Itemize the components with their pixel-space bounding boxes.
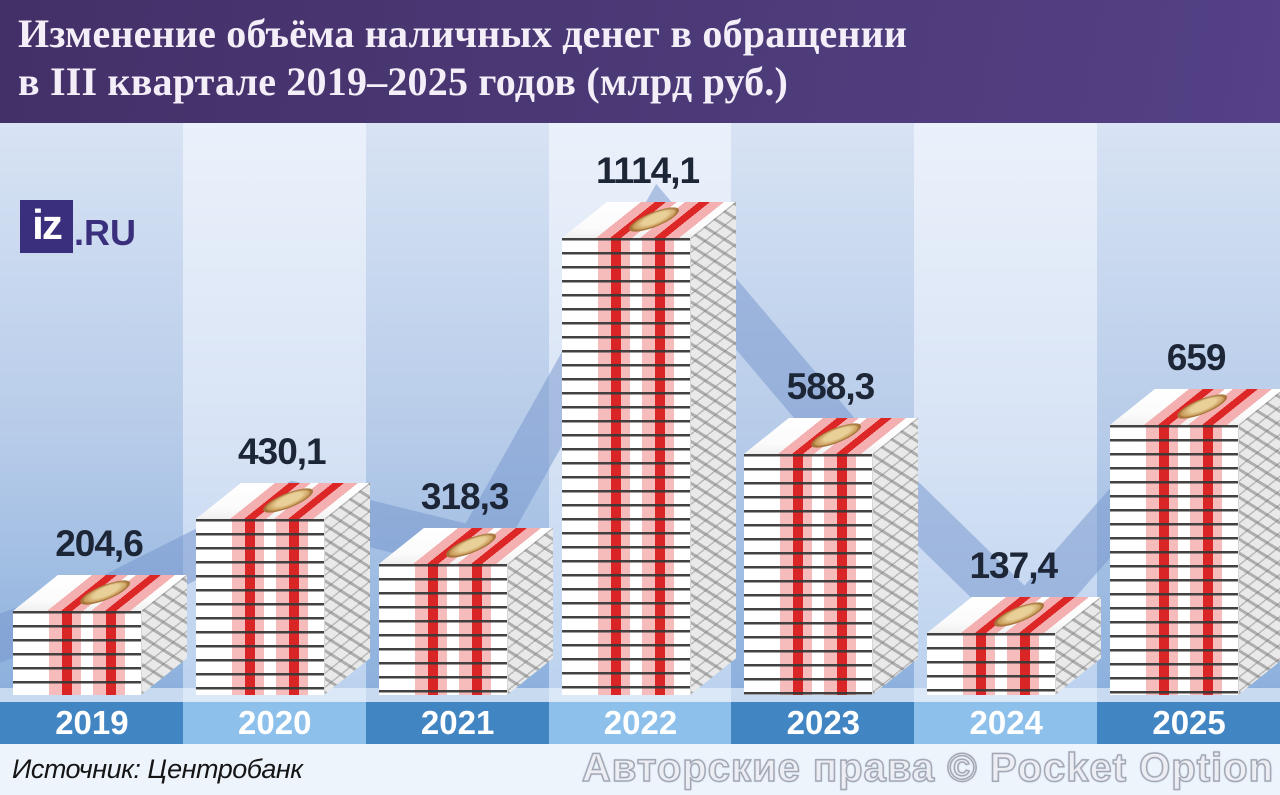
iz-logo-suffix: .RU [74, 212, 136, 253]
stack-front-2019 [13, 611, 141, 695]
source-credit: Источник: Центробанк [12, 754, 303, 784]
banknote-seal-icon [255, 484, 321, 517]
banknote-seal-icon [986, 598, 1053, 631]
value-label-2020: 430,1 [238, 431, 327, 472]
stack-side-2025 [1238, 388, 1280, 695]
banknote-seal-icon [72, 576, 138, 609]
footer: Источник: Центробанк Авторские права © P… [0, 744, 1280, 795]
axis-year-2024: 2024 [914, 702, 1099, 744]
izru-logo: iz .RU [20, 200, 136, 254]
chart-title-line2: в III квартале 2019–2025 годов (млрд руб… [18, 59, 789, 104]
banknote-seal-icon [620, 203, 687, 236]
copyright-watermark: Авторские права © Pocket Option [581, 745, 1274, 791]
stack-front-2022 [561, 238, 690, 695]
value-label-2019: 204,6 [55, 523, 144, 564]
value-label-2022: 1114,1 [596, 150, 700, 191]
chart-title-line1: Изменение объёма наличных денег в обраще… [18, 11, 908, 56]
stack-side-2023 [872, 417, 919, 695]
stack-front-2020 [195, 519, 324, 695]
banknote-seal-icon [803, 419, 870, 452]
chart-area: 204,6 430,1 318,3 1114,1 588,3 137,4 659 iz .RU [0, 123, 1280, 702]
chart-title: Изменение объёма наличных денег в обраще… [18, 10, 907, 106]
axis-year-2025: 2025 [1097, 702, 1280, 744]
banknote-seal-icon [1169, 390, 1236, 423]
axis-year-2021: 2021 [365, 702, 550, 744]
iz-logo-mark: iz [20, 200, 73, 253]
axis-year-2019: 2019 [0, 702, 184, 744]
stack-front-2024 [927, 633, 1056, 695]
stack-side-2020 [323, 482, 370, 695]
value-label-2023: 588,3 [786, 366, 876, 407]
value-label-2024: 137,4 [969, 545, 1058, 586]
header: Изменение объёма наличных денег в обраще… [0, 0, 1280, 123]
x-axis: 2019 2020 2021 2022 2023 2024 2025 [0, 702, 1280, 744]
axis-year-2020: 2020 [182, 702, 367, 744]
stack-front-2021 [378, 564, 507, 695]
axis-year-2022: 2022 [548, 702, 733, 744]
stack-side-2022 [689, 201, 736, 695]
axis-year-2023: 2023 [731, 702, 916, 744]
stack-front-2023 [744, 454, 873, 695]
value-label-2021: 318,3 [420, 476, 510, 517]
stack-front-2025 [1110, 425, 1239, 695]
banknote-seal-icon [437, 529, 504, 562]
value-label-2025: 659 [1166, 337, 1227, 378]
